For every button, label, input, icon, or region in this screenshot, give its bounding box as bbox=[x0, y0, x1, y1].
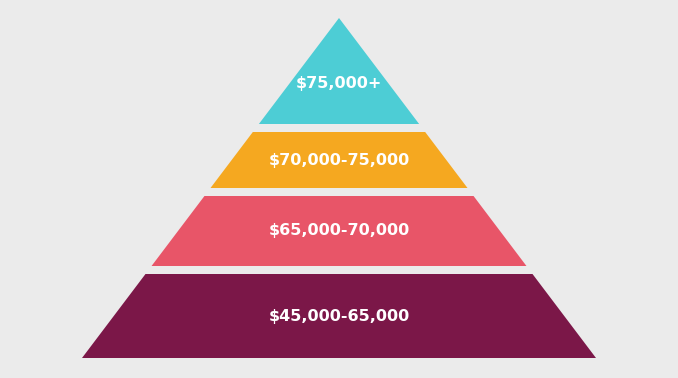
Polygon shape bbox=[82, 274, 596, 358]
Polygon shape bbox=[210, 132, 468, 188]
Polygon shape bbox=[259, 18, 419, 124]
Text: $75,000+: $75,000+ bbox=[296, 76, 382, 91]
Polygon shape bbox=[152, 196, 526, 266]
Text: $45,000-65,000: $45,000-65,000 bbox=[268, 308, 410, 324]
Text: $70,000-75,000: $70,000-75,000 bbox=[268, 152, 410, 167]
Text: $65,000-70,000: $65,000-70,000 bbox=[268, 223, 410, 239]
